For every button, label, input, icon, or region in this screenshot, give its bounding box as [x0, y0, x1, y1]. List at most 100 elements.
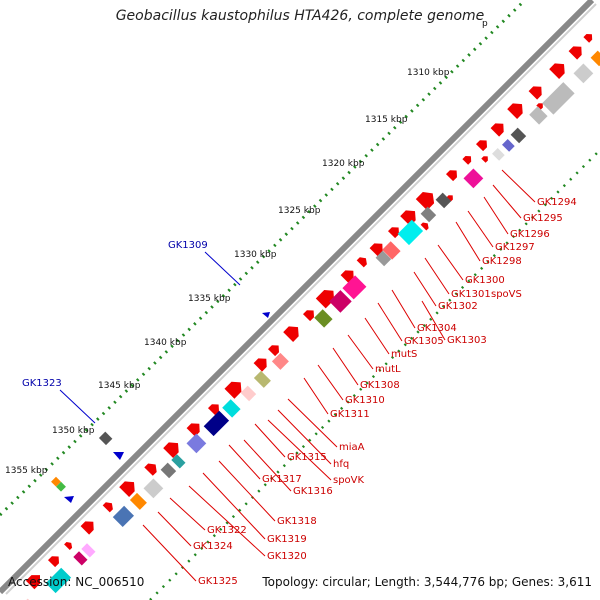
gene-arrow[interactable]	[388, 227, 399, 239]
gene-label[interactable]: GK1295	[523, 213, 563, 224]
feature-box[interactable]	[502, 139, 515, 152]
gene-label[interactable]: spoVK	[333, 475, 365, 486]
gene-arrow[interactable]	[446, 170, 457, 182]
gene-arrow[interactable]	[549, 63, 565, 79]
feature-box[interactable]	[492, 148, 505, 161]
feature-box[interactable]	[573, 63, 594, 84]
gene-arrow[interactable]	[507, 103, 523, 119]
gene-arrow[interactable]	[208, 404, 219, 416]
feature-box[interactable]	[73, 551, 88, 566]
feature-box[interactable]	[397, 219, 424, 246]
gk1323-callout-line	[59, 389, 96, 424]
gene-arrow[interactable]	[583, 34, 593, 43]
feature-box[interactable]	[420, 206, 437, 223]
gene-arrow[interactable]	[48, 556, 59, 568]
feature-box[interactable]	[590, 50, 600, 67]
gene-label[interactable]: GK1318	[277, 516, 317, 527]
gene-label[interactable]: GK1301	[451, 289, 491, 300]
gene-label[interactable]: GK1305	[404, 336, 444, 347]
gene-arrow[interactable]	[369, 243, 383, 257]
feature-box[interactable]	[186, 433, 207, 454]
callout-line	[243, 439, 292, 492]
gene-arrow[interactable]	[446, 195, 453, 202]
gene-arrow[interactable]	[25, 575, 40, 590]
gene-arrow[interactable]	[186, 423, 200, 437]
gene-label[interactable]: miaA	[339, 442, 365, 453]
gene-arrow[interactable]	[420, 222, 429, 231]
gene-arrow[interactable]	[315, 290, 335, 309]
gene-label[interactable]: GK1303	[447, 335, 487, 346]
gene-label-gk1309[interactable]: GK1309	[168, 240, 208, 251]
gene-arrow[interactable]	[481, 156, 488, 163]
feature-box[interactable]	[203, 410, 230, 437]
gene-label[interactable]: GK1322	[207, 525, 247, 536]
feature-box[interactable]	[329, 290, 352, 313]
feature-box[interactable]	[542, 82, 575, 115]
gene-label-gk1323[interactable]: GK1323	[22, 378, 62, 389]
feature-box[interactable]	[510, 127, 527, 144]
feature-box[interactable]	[382, 241, 401, 260]
gene-label[interactable]: GK1302	[438, 301, 478, 312]
feature-box[interactable]	[253, 370, 271, 388]
gene-arrow[interactable]	[415, 192, 435, 211]
feature-box[interactable]	[143, 478, 164, 499]
feature-box[interactable]	[375, 250, 392, 267]
feature-box[interactable]	[160, 462, 177, 479]
callout-line	[467, 210, 494, 248]
gene-arrow[interactable]	[476, 140, 487, 152]
gene-arrow[interactable]	[490, 123, 504, 137]
gene-label[interactable]: mutS	[391, 349, 417, 360]
gene-arrow[interactable]	[144, 463, 157, 476]
gene-label[interactable]: GK1304	[417, 323, 457, 334]
gene-label[interactable]: GK1315	[287, 452, 327, 463]
gene-arrow[interactable]	[268, 345, 279, 357]
feature-box[interactable]	[463, 168, 484, 189]
gene-label[interactable]: GK1311	[330, 409, 370, 420]
gene-arrow[interactable]	[64, 542, 73, 550]
gene-label[interactable]: GK1310	[345, 395, 385, 406]
feature-box[interactable]	[529, 106, 548, 125]
gene-arrow[interactable]	[356, 257, 367, 268]
gene-label[interactable]: GK1298	[482, 256, 522, 267]
scale-label: 1320 kbp	[322, 159, 365, 169]
feature-box[interactable]	[314, 309, 333, 328]
gene-arrow[interactable]	[568, 46, 582, 60]
feature-box[interactable]	[271, 352, 289, 370]
gene-label[interactable]: GK1316	[293, 486, 333, 497]
scale-label: 1350 kbp	[52, 426, 95, 436]
gene-label[interactable]: GK1317	[262, 474, 302, 485]
gene-arrow[interactable]	[536, 103, 543, 110]
gene-arrow[interactable]	[462, 156, 472, 165]
feature-box[interactable]	[222, 399, 241, 418]
gene-label[interactable]: GK1324	[193, 541, 233, 552]
gene-arrow[interactable]	[224, 381, 242, 399]
gene-label[interactable]: GK1325	[198, 576, 238, 587]
gene-label[interactable]: GK1296	[510, 229, 550, 240]
gene-arrow[interactable]	[253, 358, 267, 372]
feature-box[interactable]	[45, 567, 72, 594]
gene-label[interactable]: hfq	[333, 459, 349, 470]
gene-label[interactable]: spoVS	[491, 289, 522, 300]
gene-arrow[interactable]	[80, 521, 94, 535]
feature-box[interactable]	[435, 192, 452, 209]
scale-label-partial: p	[482, 19, 488, 29]
feature-box[interactable]	[112, 505, 134, 527]
gene-arrow[interactable]	[102, 502, 113, 513]
gene-label[interactable]: GK1297	[495, 242, 535, 253]
gene-label[interactable]: GK1300	[465, 275, 505, 286]
gene-arrow[interactable]	[303, 310, 314, 322]
gene-arrow[interactable]	[119, 481, 135, 497]
gene-arrow[interactable]	[528, 86, 542, 100]
gene-label[interactable]: GK1294	[537, 197, 577, 208]
feature-box[interactable]	[171, 454, 186, 469]
gene-label[interactable]: GK1319	[267, 534, 307, 545]
feature-box[interactable]	[342, 275, 367, 300]
feature-box[interactable]	[129, 492, 147, 510]
gene-label[interactable]: GK1320	[267, 551, 307, 562]
gene-label[interactable]: GK1308	[360, 380, 400, 391]
gene-label[interactable]: mutL	[375, 364, 401, 375]
gene-arrow[interactable]	[163, 442, 179, 458]
feature-box[interactable]	[240, 385, 257, 402]
feature-box[interactable]	[81, 543, 96, 558]
gene-arrow[interactable]	[283, 326, 299, 342]
